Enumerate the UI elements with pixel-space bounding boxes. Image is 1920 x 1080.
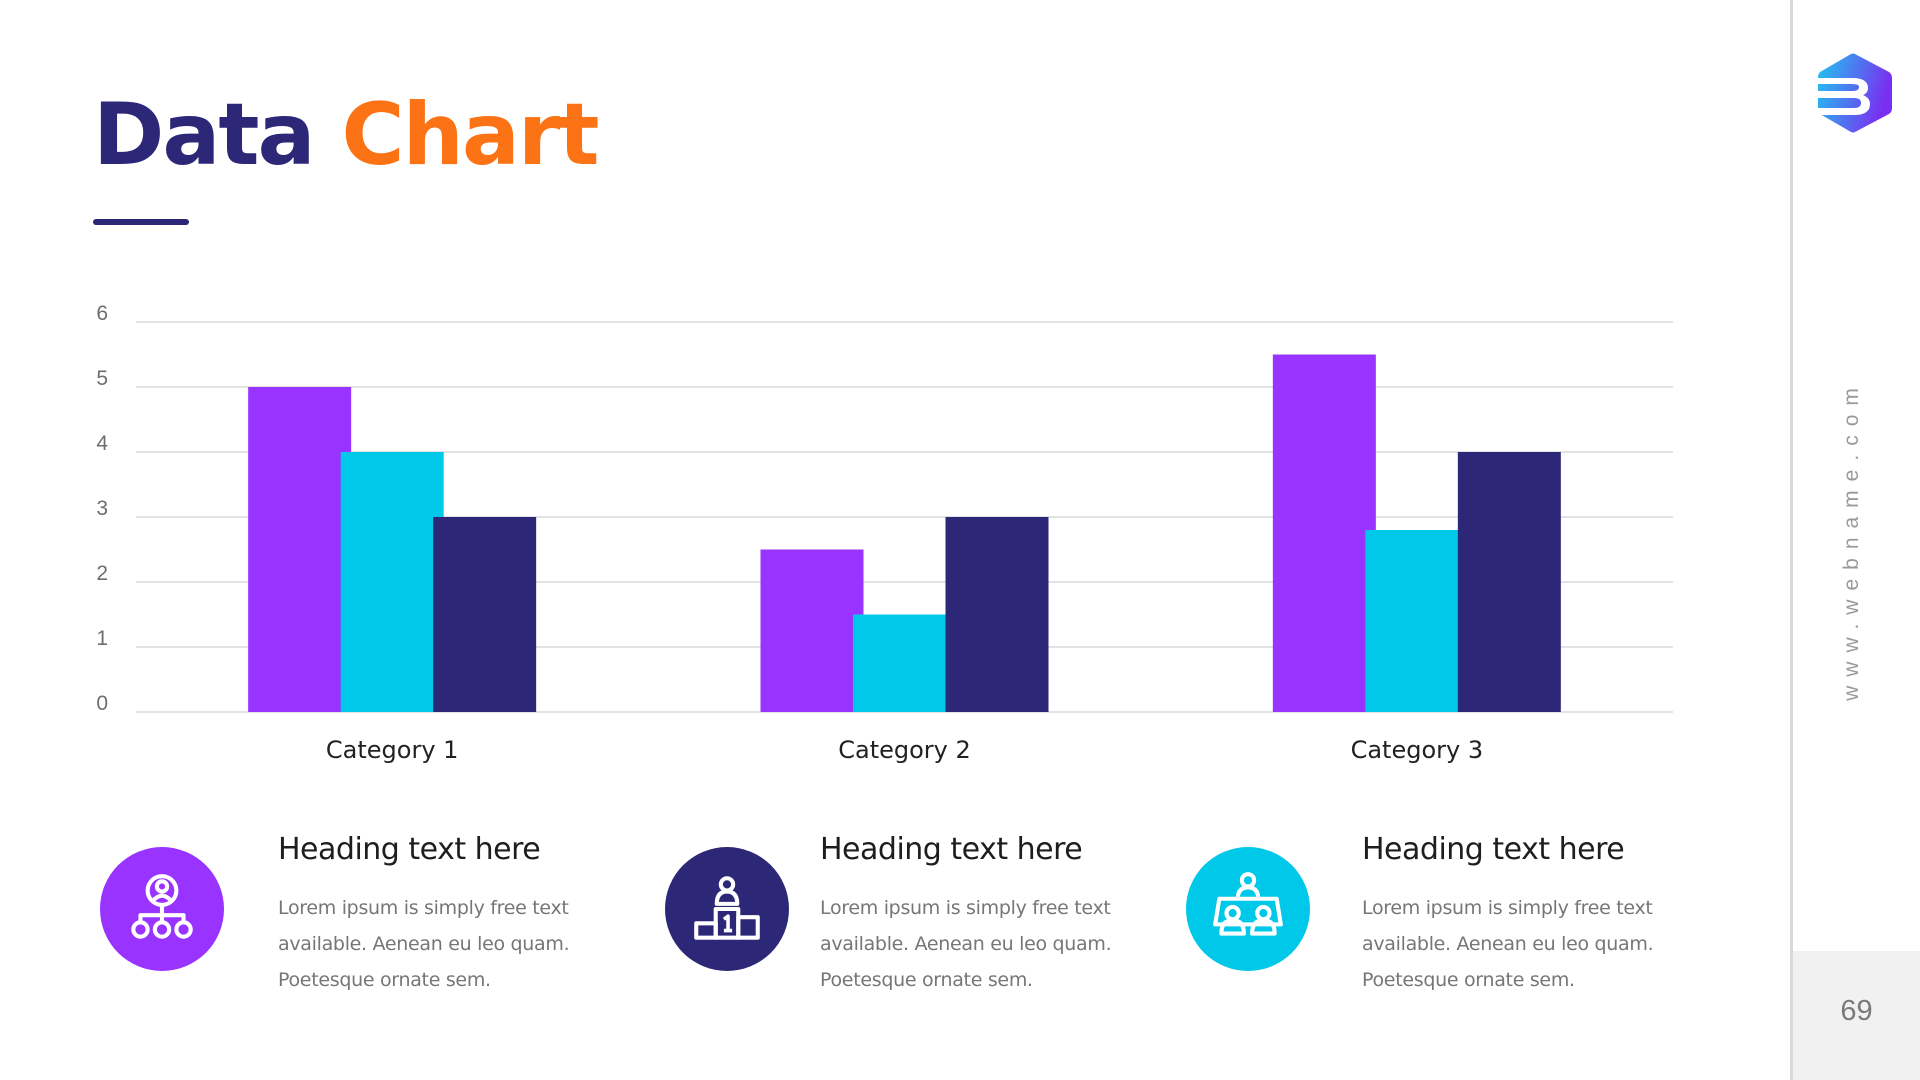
feature-2-text-line: Lorem ipsum is simply free text [820,897,1111,919]
y-tick-label: 1 [96,627,108,650]
title-underline [93,219,189,225]
podium-winner-icon [694,876,760,940]
bars [248,354,1561,712]
x-category-label: Category 1 [326,736,459,764]
feature-3-text-line: Poetesque ornate sem. [1362,969,1575,991]
y-tick-label: 2 [96,562,108,585]
bar-3-series-1 [1272,354,1376,712]
feature-1-text: Lorem ipsum is simply free text availabl… [278,890,618,998]
brand-logo-icon [1816,53,1892,133]
x-category-label: Category 3 [1351,736,1484,764]
y-axis-ticks: 0 1 2 3 4 5 6 [96,302,108,715]
feature-1-text-line: Lorem ipsum is simply free text [278,897,569,919]
right-sidebar [1790,0,1920,1080]
page-title: Data Chart [93,92,599,178]
y-tick-label: 0 [96,692,108,715]
feature-2-text-line: available. Aenean eu leo quam. [820,933,1112,955]
title-word-chart: Chart [341,85,600,185]
bar-1-series-1 [248,387,352,712]
bar-2-series-2 [853,614,956,712]
feature-1-text-line: Poetesque ornate sem. [278,969,491,991]
bar-3-series-3 [1457,452,1561,712]
feature-3-heading: Heading text here [1362,832,1625,867]
feature-2-text-line: Poetesque ornate sem. [820,969,1033,991]
y-tick-label: 4 [96,432,108,455]
bar-1-series-2 [340,452,444,712]
website-url: www.webname.com [1840,379,1863,701]
bar-2-series-1 [760,549,864,712]
bar-2-series-3 [945,517,1049,712]
y-tick-label: 5 [96,367,108,390]
feature-3-text: Lorem ipsum is simply free text availabl… [1362,890,1702,998]
feature-1-text-line: available. Aenean eu leo quam. [278,933,570,955]
x-category-label: Category 2 [838,736,971,764]
feature-2-icon-circle [665,847,789,971]
title-word-data: Data [93,85,316,185]
y-tick-label: 3 [96,497,108,520]
y-tick-label: 6 [96,302,108,325]
bar-3-series-2 [1365,530,1469,712]
feature-3-text-line: Lorem ipsum is simply free text [1362,897,1653,919]
page-number: 69 [1840,994,1873,1027]
feature-1-heading: Heading text here [278,832,541,867]
x-axis-labels: Category 1 Category 2 Category 3 [326,736,1483,764]
feature-3-text-line: available. Aenean eu leo quam. [1362,933,1654,955]
feature-2-heading: Heading text here [820,832,1083,867]
feature-1-icon-circle [100,847,224,971]
feature-2-text: Lorem ipsum is simply free text availabl… [820,890,1160,998]
feature-3-icon-circle [1186,847,1310,971]
hierarchy-user-icon [131,874,193,939]
meeting-table-icon [1213,872,1283,936]
bar-1-series-3 [433,517,537,712]
bar-chart: 0 1 2 3 4 5 6 Category 1 Category 2 Category 3 [96,302,1673,764]
page-number-box [1793,951,1920,1080]
